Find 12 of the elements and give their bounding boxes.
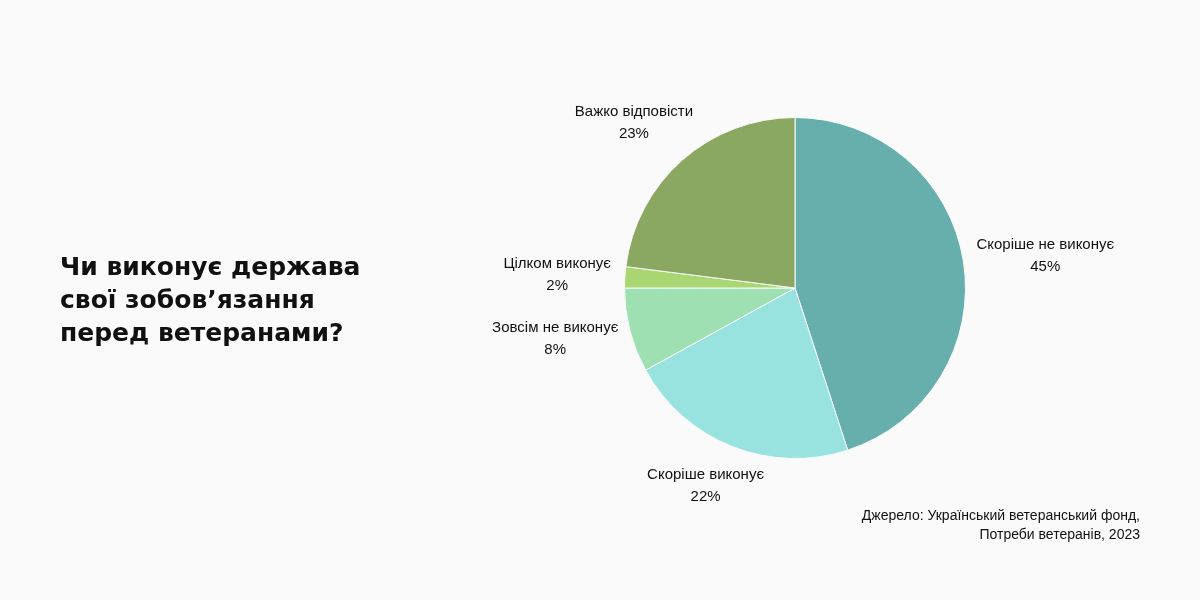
slice-label: Важко відповісти xyxy=(574,102,694,120)
data-label: 23% xyxy=(618,124,649,142)
text: Джерело: Український ветеранський фонд, Потреби ветеранів, 2023 xyxy=(860,506,1140,544)
data-label: 8% xyxy=(544,340,567,358)
slice-label: Скоріше виконує xyxy=(647,465,765,483)
slice-label: Цілком виконує xyxy=(503,254,612,272)
data-label: 2% xyxy=(546,276,569,294)
slice-label: Скоріше не виконує xyxy=(976,234,1115,252)
data-label: 22% xyxy=(690,487,721,505)
slice-label: Зовсім не виконує xyxy=(492,318,619,336)
data-label: 45% xyxy=(1030,256,1061,274)
text: Чи виконує держава свої зобов’язання перед ветеранами? xyxy=(60,251,362,349)
